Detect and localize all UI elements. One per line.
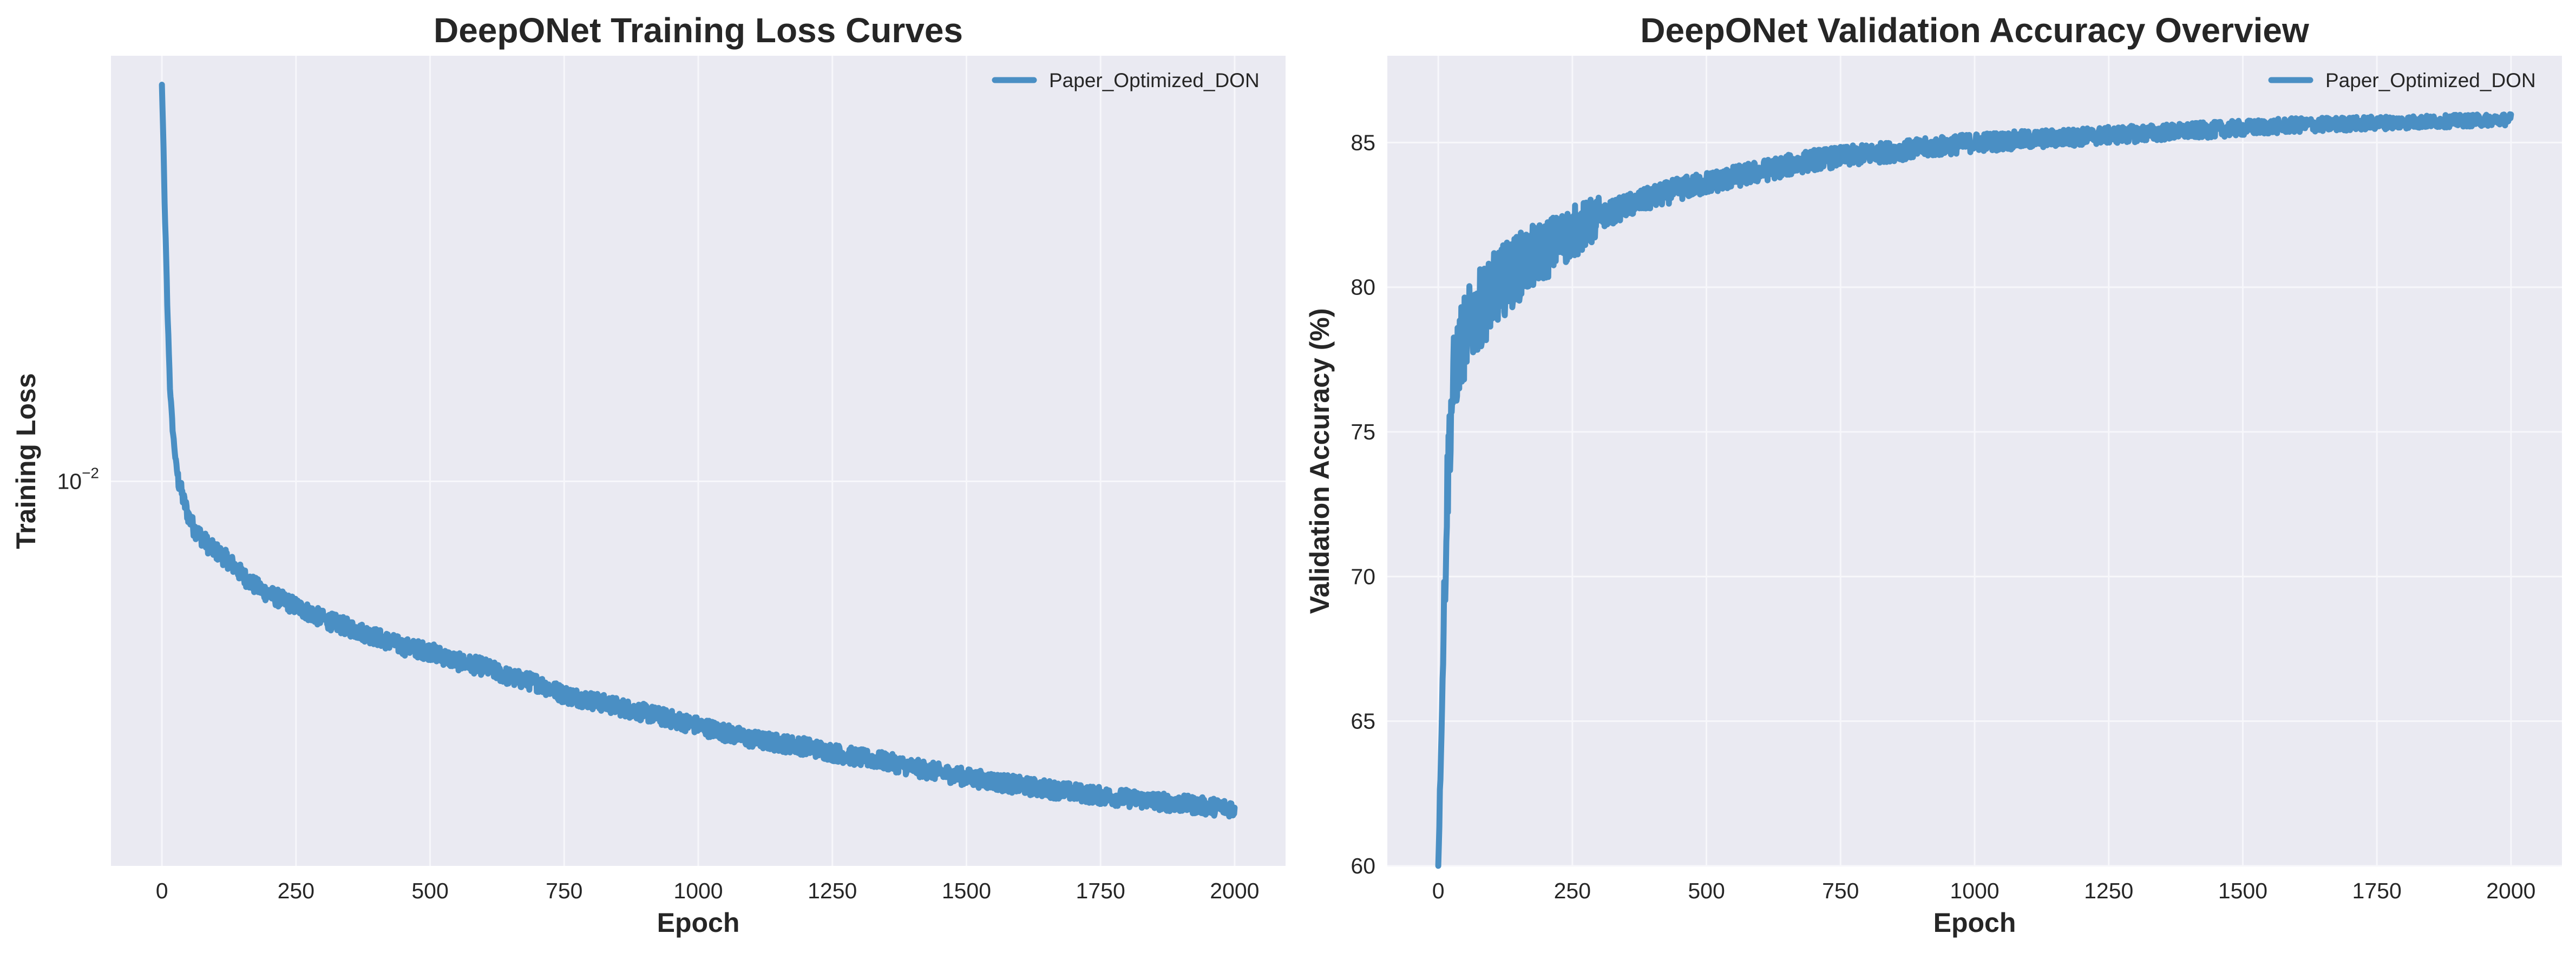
x-tick-label: 500 [411,878,448,903]
validation-accuracy-x-ticks: 0 250 500 750 1000 1250 1500 1750 2000 [1432,878,2536,903]
training-loss-series-line [159,82,1238,820]
validation-accuracy-y-ticks: 60 65 70 75 80 85 [1351,130,1375,878]
validation-accuracy-legend-label: Paper_Optimized_DON [2325,69,2536,91]
x-tick-label: 1500 [2218,878,2267,903]
training-loss-legend: Paper_Optimized_DON [992,69,1260,91]
training-loss-x-ticks: 0 250 500 750 1000 1250 1500 1750 2000 [156,878,1260,903]
validation-accuracy-y-axis-label: Validation Accuracy (%) [1305,308,1335,614]
training-loss-x-axis-label: Epoch [657,908,740,938]
validation-accuracy-grid [1387,56,2562,867]
validation-accuracy-series-line [1435,111,2514,869]
x-tick-label: 1000 [673,878,723,903]
y-tick-label: 80 [1351,275,1375,300]
x-tick-label: 1750 [1076,878,1125,903]
x-tick-label: 2000 [1210,878,1259,903]
validation-accuracy-panel: 0 250 500 750 1000 1250 1500 1750 2000 60 65 70 75 8… [1305,11,2562,938]
x-tick-label: 1250 [808,878,857,903]
x-tick-label: 750 [1822,878,1859,903]
x-tick-label: 2000 [2486,878,2535,903]
x-tick-label: 1750 [2352,878,2402,903]
y-tick-label: 10−2 [57,465,99,494]
x-tick-label: 250 [278,878,314,903]
y-tick-label: 85 [1351,130,1375,155]
y-tick-label: 70 [1351,564,1375,589]
x-tick-label: 1000 [1950,878,1999,903]
training-loss-y-ticks: 10−2 [57,465,99,494]
training-loss-panel: 0 250 500 750 1000 1250 1500 1750 2000 10−2 Deep… [11,11,1286,938]
x-tick-label: 1250 [2084,878,2133,903]
validation-accuracy-x-axis-label: Epoch [1933,908,2016,938]
validation-accuracy-legend: Paper_Optimized_DON [2268,69,2536,91]
x-tick-label: 1500 [942,878,991,903]
x-tick-label: 250 [1554,878,1591,903]
y-tick-label: 60 [1351,853,1375,878]
validation-accuracy-chart-title: DeepONet Validation Accuracy Overview [1640,11,2309,50]
y-tick-label: 65 [1351,709,1375,734]
x-tick-label: 0 [156,878,168,903]
training-loss-y-axis-label: Training Loss [11,373,41,549]
training-loss-legend-label: Paper_Optimized_DON [1049,69,1260,91]
x-tick-label: 500 [1688,878,1725,903]
training-loss-chart-title: DeepONet Training Loss Curves [434,11,963,50]
x-tick-label: 0 [1432,878,1445,903]
y-tick-label: 75 [1351,419,1375,444]
x-tick-label: 750 [546,878,582,903]
training-loss-grid [111,56,1286,866]
